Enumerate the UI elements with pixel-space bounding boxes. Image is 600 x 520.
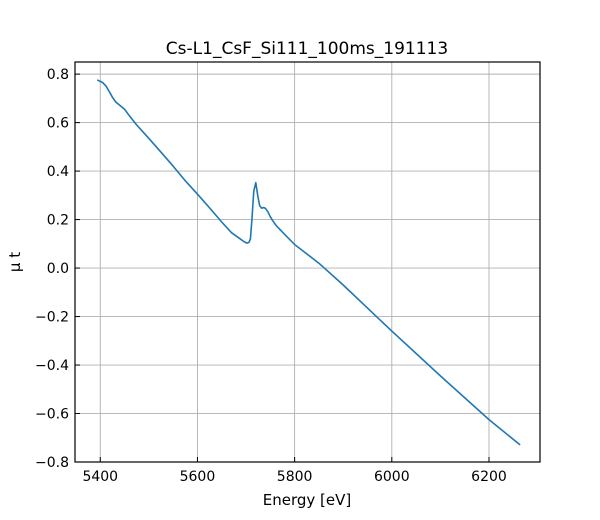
x-tick-label: 5600 bbox=[180, 469, 216, 485]
y-tick-label: −0.8 bbox=[35, 455, 69, 471]
x-tick-label: 6000 bbox=[374, 469, 410, 485]
axis-ticks: 5400 5600 5800 6000 6200 −0.8 −0.6 −0.4 −0.2 0.0 0… bbox=[35, 67, 507, 485]
chart-title: Cs-L1_CsF_Si111_100ms_191113 bbox=[166, 39, 448, 59]
y-tick-label: −0.2 bbox=[35, 310, 69, 326]
y-tick-label: 0.0 bbox=[47, 261, 69, 277]
series-line bbox=[97, 79, 521, 446]
x-tick-label: 6200 bbox=[471, 469, 507, 485]
y-tick-label: 0.4 bbox=[47, 164, 69, 180]
y-tick-label: −0.6 bbox=[35, 407, 69, 423]
y-tick-label: 0.6 bbox=[47, 116, 69, 132]
y-tick-label: 0.2 bbox=[47, 213, 69, 229]
y-tick-label: 0.8 bbox=[47, 67, 69, 83]
y-axis-label: μ t bbox=[6, 252, 24, 272]
plot-frame bbox=[74, 61, 541, 463]
y-tick-label: −0.4 bbox=[35, 358, 69, 374]
plot-series bbox=[97, 79, 521, 446]
x-axis-label: Energy [eV] bbox=[263, 491, 351, 509]
x-tick-label: 5800 bbox=[277, 469, 313, 485]
x-tick-label: 5400 bbox=[82, 469, 118, 485]
